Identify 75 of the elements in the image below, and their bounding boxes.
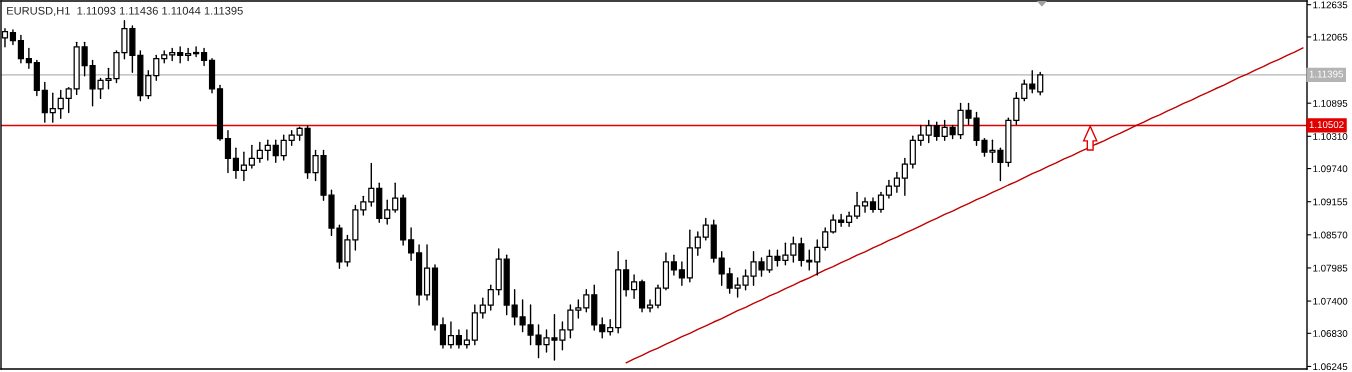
y-tick-label: 1.12065 [1313, 33, 1348, 41]
chart-title: EURUSD,H1 1.11093 1.11436 1.11044 1.11395 [7, 6, 243, 16]
candlestick [408, 227, 415, 261]
candlestick [702, 217, 709, 241]
candlestick [368, 162, 375, 207]
candlestick [670, 254, 678, 276]
y-tick-label: 1.07400 [1313, 297, 1348, 305]
candlestick [447, 321, 455, 349]
candlestick [272, 139, 279, 164]
candlestick [1013, 92, 1020, 126]
candlestick [392, 182, 399, 213]
candlestick [901, 157, 908, 196]
candlestick [1037, 71, 1044, 96]
candlestick [646, 299, 654, 313]
candlestick [925, 119, 932, 144]
y-tick-label: 1.10310 [1313, 133, 1348, 140]
candlestick [654, 284, 662, 309]
candlestick [814, 239, 821, 276]
candlestick [264, 139, 271, 161]
y-tick-label: 1.09740 [1313, 165, 1348, 173]
candlestick [933, 121, 940, 141]
candlestick [1021, 79, 1028, 102]
candlestick [798, 237, 805, 267]
candlestick [678, 261, 685, 286]
candlestick [877, 191, 885, 213]
ref-line-label: 1.11395 [1309, 70, 1343, 78]
candlestick [65, 86, 72, 114]
candlestick [193, 46, 200, 58]
candlestick [718, 251, 725, 286]
ref-line-label: 1.10502 [1309, 121, 1344, 129]
y-tick-label: 1.06830 [1313, 330, 1348, 337]
candlestick [153, 54, 160, 81]
candlestick [360, 195, 367, 216]
candlestick [583, 289, 590, 313]
candlestick [455, 329, 462, 349]
candlestick [41, 81, 48, 123]
candlestick [145, 69, 152, 100]
y-tick-label: 1.09155 [1313, 198, 1348, 206]
candlestick [17, 34, 25, 64]
candlestick [806, 249, 813, 271]
line-series [625, 47, 1304, 364]
candlestick [57, 89, 64, 119]
y-tick-label: 1.06245 [1313, 363, 1348, 371]
candlestick [49, 92, 56, 123]
candlestick [909, 135, 916, 169]
candlestick [479, 297, 486, 319]
candlestick [853, 191, 861, 220]
candlestick [694, 231, 701, 256]
candlestick [941, 119, 948, 141]
candlestick [917, 124, 924, 147]
candlestick [830, 214, 837, 234]
candlestick [248, 144, 255, 169]
candlestick [861, 197, 869, 213]
candlestick [232, 147, 240, 179]
candlestick [893, 171, 900, 194]
y-tick-label: 1.08570 [1313, 231, 1348, 239]
candlestick [439, 317, 447, 349]
candlestick [487, 284, 494, 311]
candlestick [224, 129, 232, 174]
candlestick [384, 199, 391, 225]
candlestick [463, 329, 470, 349]
candlestick [599, 317, 606, 339]
y-tick-label: 1.12635 [1313, 1, 1348, 9]
candlestick [185, 47, 192, 62]
candlestick [623, 259, 630, 297]
candlestick [256, 141, 263, 164]
candlestick [280, 134, 287, 161]
candlestick [822, 227, 829, 251]
y-tick-label: 1.07985 [1313, 264, 1348, 272]
candlestick [25, 47, 32, 70]
y-tick-label: 1.10895 [1313, 99, 1348, 107]
candlestick [630, 274, 638, 299]
candlestick [838, 213, 845, 228]
candlestick [240, 151, 247, 182]
candlestick [177, 46, 184, 64]
